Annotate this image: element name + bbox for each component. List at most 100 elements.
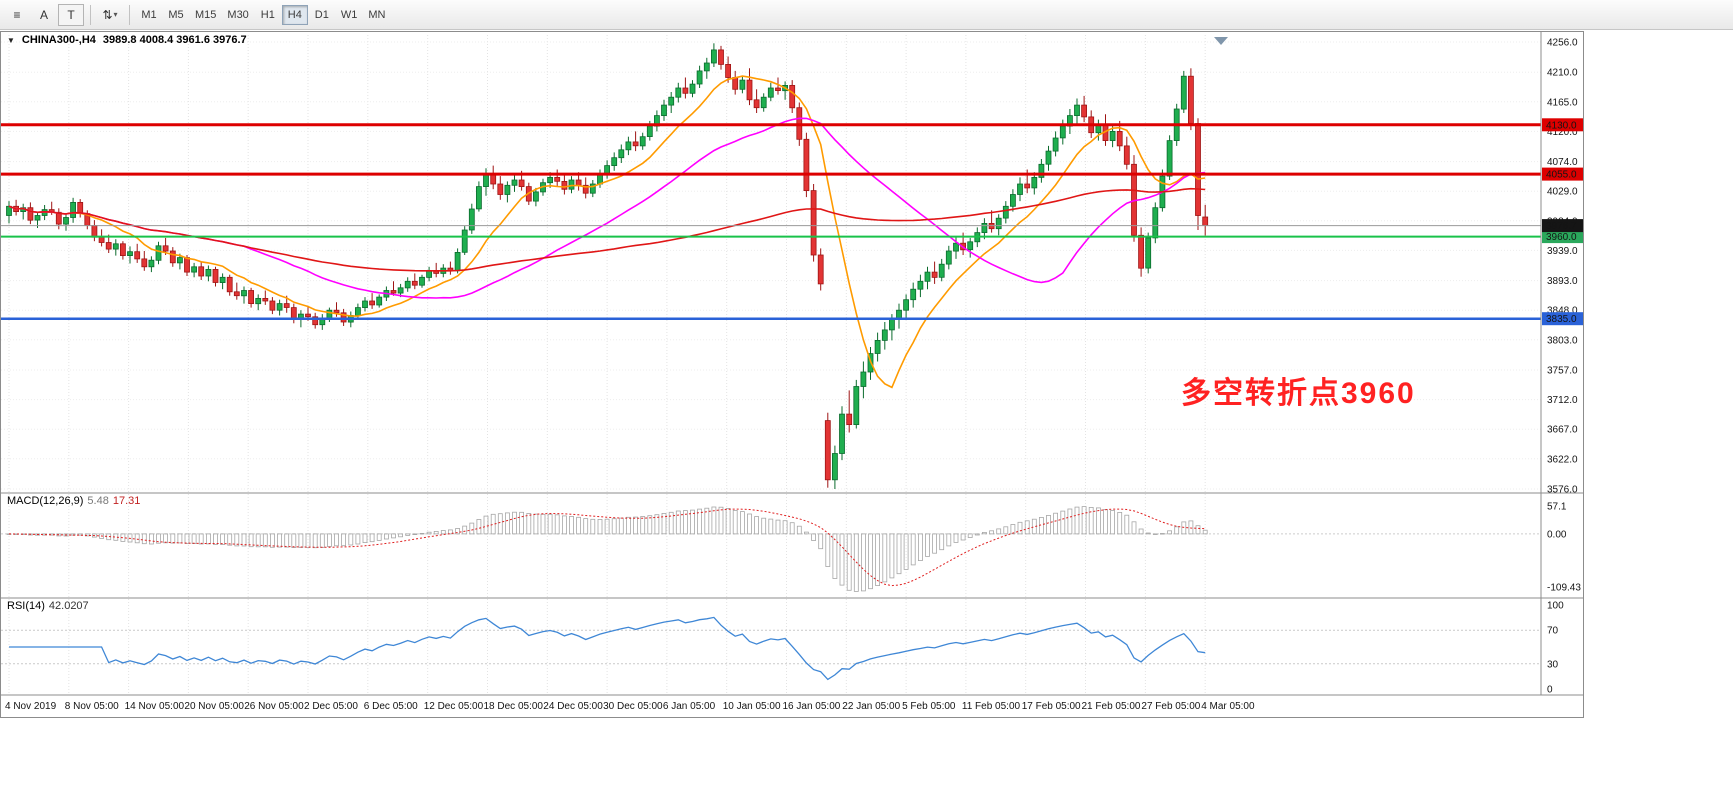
macd-signal-line — [8, 508, 1206, 587]
text-label-button[interactable]: A — [31, 4, 57, 26]
tf-m15-button[interactable]: M15 — [190, 5, 221, 25]
time-axis-label: 14 Nov 05:00 — [125, 701, 185, 712]
macd-signal-value: 17.31 — [112, 495, 141, 507]
time-axis-label: 6 Jan 05:00 — [663, 701, 716, 712]
time-axis-label: 30 Dec 05:00 — [603, 701, 663, 712]
time-axis-label: 17 Feb 05:00 — [1022, 701, 1081, 712]
price-chart-canvas[interactable]: 4256.04210.04165.04120.04074.04029.03984… — [1, 32, 1583, 717]
macd-main-value: 5.48 — [87, 495, 109, 507]
time-axis-label: 22 Jan 05:00 — [842, 701, 900, 712]
price-axis[interactable]: 4256.04210.04165.04120.04074.04029.03984… — [1547, 38, 1578, 496]
chart-menu-icon[interactable]: ▼ — [7, 35, 15, 45]
macd-label: MACD(12,26,9) 5.48 17.31 — [7, 495, 144, 507]
time-axis-label: 4 Mar 05:00 — [1201, 701, 1255, 712]
rsi-label: RSI(14) 42.0207 — [7, 600, 93, 612]
rsi-axis-tick: 30 — [1547, 659, 1559, 670]
level-price-tag: 3960.0 — [1542, 230, 1583, 244]
bid-price-tag: 3976.7 — [1542, 219, 1583, 233]
time-axis-label: 4 Nov 2019 — [5, 701, 57, 712]
pane-separators — [1, 32, 1583, 696]
tf-w1-button[interactable]: W1 — [336, 5, 363, 25]
price-axis-tick: 4210.0 — [1547, 68, 1578, 79]
chart-ohlc-values: 3989.8 4008.4 3961.6 3976.7 — [102, 34, 247, 46]
chart-list-icon: ≡ — [13, 7, 21, 22]
chart-symbol-label: CHINA300-,H4 — [21, 34, 96, 46]
top-toolbar: ≡ A T ⇅ ▾ M1 M5 M15 M30 H1 H4 D1 W1 MN — [0, 0, 1733, 30]
rsi-axis-tick: 100 — [1547, 601, 1564, 612]
macd-axis-tick: 0.00 — [1547, 529, 1567, 540]
time-axis-label: 20 Nov 05:00 — [184, 701, 244, 712]
price-axis-tick: 3576.0 — [1547, 485, 1578, 496]
level-price-tag: 3835.0 — [1542, 312, 1583, 326]
price-axis-tick: 4120.0 — [1547, 127, 1578, 138]
grid — [1, 35, 1541, 695]
chart-window: 4256.04210.04165.04120.04074.04029.03984… — [0, 31, 1584, 718]
rsi-value: 42.0207 — [48, 600, 89, 612]
price-axis-tick: 4074.0 — [1547, 157, 1578, 168]
text-label-icon: A — [39, 7, 48, 22]
chart-shift-marker — [1214, 37, 1228, 45]
price-axis-tick: 3667.0 — [1547, 425, 1578, 436]
chart-list-button[interactable]: ≡ — [4, 4, 30, 26]
horizontal-levels[interactable] — [1, 123, 1541, 320]
time-axis-label: 21 Feb 05:00 — [1082, 701, 1141, 712]
tf-m30-button[interactable]: M30 — [222, 5, 253, 25]
svg-text:4055.0: 4055.0 — [1546, 170, 1577, 181]
time-axis-label: 2 Dec 05:00 — [304, 701, 358, 712]
tf-m1-button[interactable]: M1 — [136, 5, 162, 25]
rsi-name: RSI(14) — [7, 600, 45, 612]
price-axis-tick: 4029.0 — [1547, 187, 1578, 198]
price-axis-tick: 3622.0 — [1547, 454, 1578, 465]
price-axis-tick: 3712.0 — [1547, 395, 1578, 406]
toolbar-separator — [129, 4, 130, 25]
tf-h4-button[interactable]: H4 — [281, 4, 308, 25]
chart-annotation[interactable]: 多空转折点3960 — [1181, 377, 1416, 410]
time-axis-label: 8 Nov 05:00 — [65, 701, 119, 712]
time-axis-label: 12 Dec 05:00 — [424, 701, 484, 712]
price-axis-tick: 4256.0 — [1547, 38, 1578, 49]
price-tags: 4130.0 4055.0 3960.0 3835.0 3976.7 — [1542, 118, 1583, 326]
time-axis-label: 11 Feb 05:00 — [962, 701, 1021, 712]
price-axis-tick: 3939.0 — [1547, 246, 1578, 257]
svg-text:3835.0: 3835.0 — [1546, 314, 1577, 325]
chart-title[interactable]: ▼ CHINA300-,H4 3989.8 4008.4 3961.6 3976… — [7, 34, 247, 46]
price-axis-tick: 3893.0 — [1547, 276, 1578, 287]
time-axis-label: 10 Jan 05:00 — [723, 701, 781, 712]
time-axis[interactable]: 4 Nov 2019 8 Nov 05:00 14 Nov 05:00 20 Nov … — [5, 701, 1255, 712]
macd-axis: 57.1 0.00 -109.43 — [1547, 502, 1581, 594]
svg-text:4130.0: 4130.0 — [1546, 120, 1577, 131]
bottom-strip — [0, 719, 1733, 795]
indicators-button[interactable]: ⇅ ▾ — [97, 4, 123, 26]
price-axis-tick: 3848.0 — [1547, 306, 1578, 317]
time-axis-label: 18 Dec 05:00 — [484, 701, 544, 712]
time-axis-label: 24 Dec 05:00 — [543, 701, 603, 712]
level-price-tag: 4130.0 — [1542, 118, 1583, 132]
tf-h1-button[interactable]: H1 — [255, 5, 281, 25]
time-axis-label: 26 Nov 05:00 — [244, 701, 304, 712]
level-price-tag: 4055.0 — [1542, 167, 1583, 181]
svg-text:3976.7: 3976.7 — [1546, 221, 1577, 232]
macd-axis-tick: 57.1 — [1547, 502, 1567, 513]
svg-text:3960.0: 3960.0 — [1546, 232, 1577, 243]
rsi-axis-tick: 0 — [1547, 685, 1553, 696]
rsi-line — [9, 616, 1206, 681]
price-axis-tick: 3757.0 — [1547, 366, 1578, 377]
tf-d1-button[interactable]: D1 — [309, 5, 335, 25]
rsi-levels — [1, 629, 1541, 665]
chevron-down-icon: ▾ — [113, 10, 118, 19]
indicators-icon: ⇅ — [102, 7, 113, 22]
time-axis-label: 16 Jan 05:00 — [783, 701, 841, 712]
tf-m5-button[interactable]: M5 — [163, 5, 189, 25]
price-axis-tick: 3803.0 — [1547, 335, 1578, 346]
tf-mn-button[interactable]: MN — [363, 5, 390, 25]
price-axis-tick: 4165.0 — [1547, 97, 1578, 108]
rsi-axis-tick: 70 — [1547, 626, 1559, 637]
time-axis-label: 27 Feb 05:00 — [1141, 701, 1200, 712]
macd-histogram — [6, 506, 1208, 592]
time-axis-label: 6 Dec 05:00 — [364, 701, 418, 712]
toolbar-separator — [90, 4, 91, 25]
text-tool-icon: T — [67, 7, 75, 22]
text-tool-button[interactable]: T — [58, 3, 84, 26]
macd-axis-tick: -109.43 — [1547, 582, 1581, 593]
